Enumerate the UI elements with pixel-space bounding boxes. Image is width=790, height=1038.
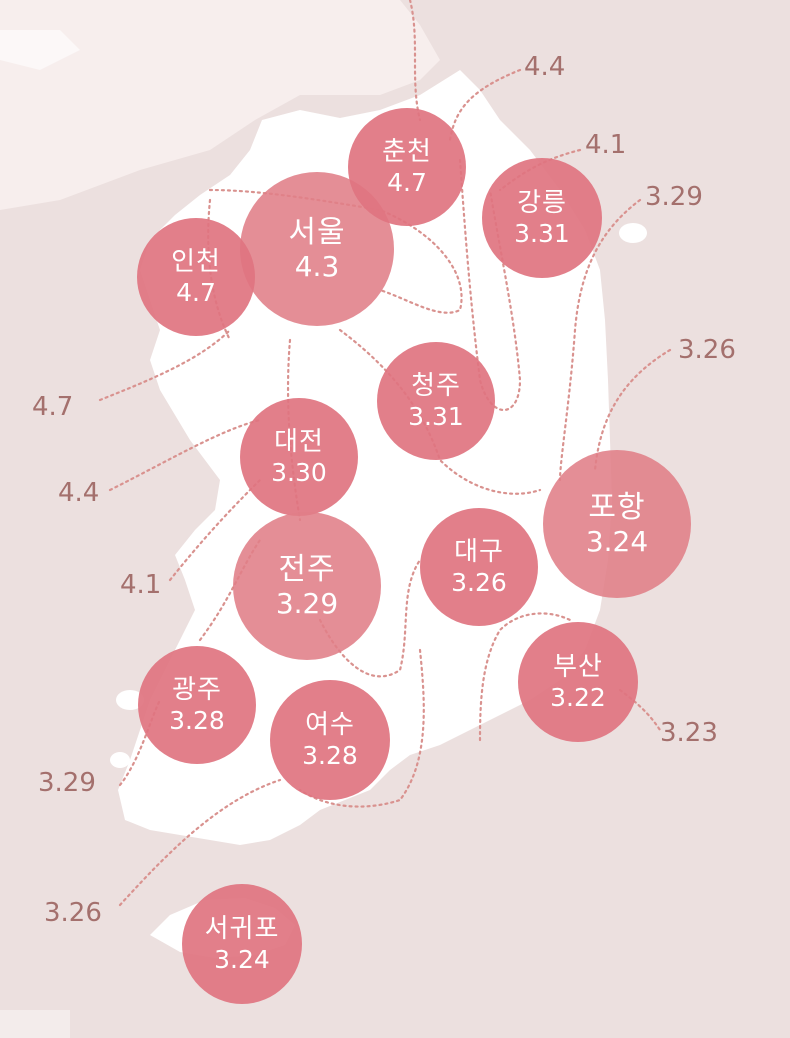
contour-line: [98, 328, 232, 402]
contour-label: 3.26: [678, 335, 736, 365]
island-west-2: [110, 752, 130, 768]
bubble-seogwipo[interactable]: 서귀포 3.24: [182, 884, 302, 1004]
city-value: 3.26: [451, 567, 507, 597]
bubble-cheongju[interactable]: 청주 3.31: [377, 342, 495, 460]
city-name: 대구: [454, 536, 504, 567]
northern-coast: [0, 30, 80, 70]
bubble-daegu[interactable]: 대구 3.26: [420, 508, 538, 626]
bubble-gangneung[interactable]: 강릉 3.31: [482, 158, 602, 278]
bubble-yeosu[interactable]: 여수 3.28: [270, 680, 390, 800]
corner-patch: [0, 1010, 70, 1038]
contour-line: [478, 612, 572, 742]
contour-label: 4.4: [58, 478, 100, 508]
city-name: 부산: [553, 651, 603, 682]
bubble-chuncheon[interactable]: 춘천 4.7: [348, 108, 466, 226]
city-value: 4.7: [387, 167, 427, 197]
city-value: 3.29: [275, 587, 339, 621]
contour-line: [168, 478, 262, 582]
contour-line: [338, 328, 542, 495]
bubble-pohang[interactable]: 포항 3.24: [543, 450, 691, 598]
contour-label: 3.29: [645, 182, 703, 212]
contour-label: 3.26: [44, 898, 102, 928]
contour-line: [108, 418, 262, 492]
city-name: 서귀포: [204, 913, 280, 944]
contour-line: [558, 198, 642, 482]
city-name: 강릉: [517, 187, 567, 218]
contour-label: 4.7: [32, 392, 74, 422]
city-value: 4.3: [294, 250, 340, 284]
bubble-daejeon[interactable]: 대전 3.30: [240, 398, 358, 516]
city-value: 3.22: [550, 682, 606, 712]
city-value: 3.24: [214, 944, 270, 974]
bubble-gwangju[interactable]: 광주 3.28: [138, 646, 256, 764]
contour-label: 4.4: [524, 52, 566, 82]
city-value: 3.28: [302, 740, 358, 770]
city-name: 여수: [305, 709, 355, 740]
city-name: 대전: [274, 426, 324, 457]
city-name: 춘천: [382, 136, 432, 167]
city-name: 청주: [411, 370, 461, 401]
city-name: 포항: [588, 489, 646, 525]
contour-line: [118, 778, 282, 907]
city-value: 3.28: [169, 705, 225, 735]
contour-line: [198, 538, 262, 642]
city-value: 3.31: [408, 401, 464, 431]
ulleung-island: [619, 223, 647, 243]
bubble-incheon[interactable]: 인천 4.7: [137, 218, 255, 336]
contour-label: 3.23: [660, 718, 718, 748]
contour-line: [593, 348, 672, 472]
city-value: 3.31: [514, 218, 570, 248]
city-name: 인천: [171, 246, 221, 277]
contour-line: [408, 0, 422, 122]
contour-line: [458, 158, 522, 411]
contour-line: [298, 648, 425, 808]
city-value: 3.30: [271, 457, 327, 487]
city-name: 광주: [172, 674, 222, 705]
contour-label: 4.1: [585, 130, 627, 160]
city-value: 3.24: [585, 525, 649, 559]
north-region: [0, 0, 440, 210]
bubble-busan[interactable]: 부산 3.22: [518, 622, 638, 742]
city-value: 4.7: [176, 277, 216, 307]
city-name: 서울: [288, 214, 346, 250]
contour-label: 4.1: [120, 570, 162, 600]
contour-label: 3.29: [38, 768, 96, 798]
bubble-jeonju[interactable]: 전주 3.29: [233, 512, 381, 660]
island-west-1: [116, 690, 144, 710]
city-name: 전주: [278, 551, 336, 587]
